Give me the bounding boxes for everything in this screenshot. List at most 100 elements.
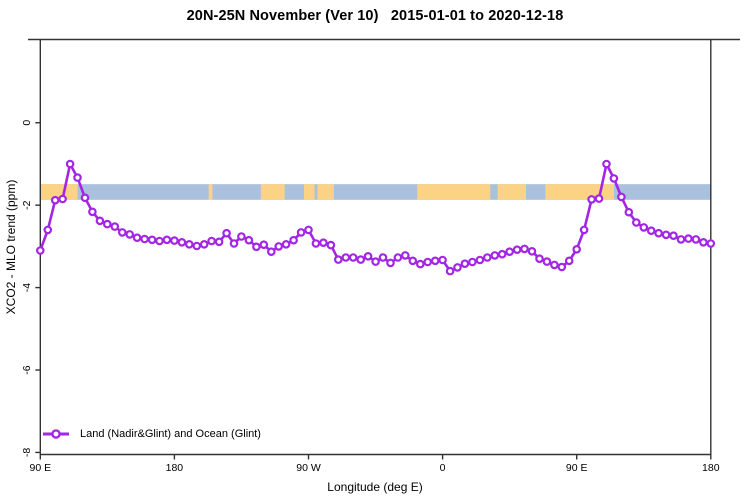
data-point: [58, 194, 67, 204]
data-point: [706, 239, 716, 248]
data-point: [587, 195, 596, 204]
data-point: [185, 240, 194, 249]
y-axis-label: XCO2 - MLO trend (ppm): [4, 179, 18, 315]
data-point: [460, 259, 470, 269]
data-point: [110, 222, 120, 231]
data-point: [602, 159, 611, 169]
data-point: [490, 251, 500, 260]
data-point: [95, 216, 105, 226]
data-point: [274, 242, 284, 251]
x-tick-label: 180: [702, 462, 720, 474]
data-point: [103, 219, 112, 229]
data-point: [162, 235, 172, 245]
data-point: [222, 228, 231, 238]
data-point: [408, 256, 418, 266]
data-point: [341, 253, 351, 262]
data-point: [214, 237, 224, 247]
data-point: [118, 228, 127, 237]
chart-title: 20N-25N November (Ver 10) 2015-01-01 to …: [186, 8, 564, 24]
land-band-segment: [545, 184, 614, 200]
land-band-segment: [304, 184, 315, 200]
data-point: [50, 195, 60, 205]
data-point: [252, 242, 261, 252]
data-point: [147, 235, 157, 245]
data-point: [527, 247, 537, 256]
data-point: [289, 235, 298, 245]
data-point: [88, 207, 97, 217]
data-point: [415, 259, 425, 269]
land-band-segment: [497, 184, 527, 200]
data-point: [170, 236, 179, 245]
data-point: [125, 230, 135, 239]
data-point: [542, 257, 552, 266]
legend: Land (Nadir&Glint) and Ocean (Glint): [42, 428, 261, 440]
land-band-segment: [317, 184, 334, 200]
legend-key-icon: [43, 429, 69, 439]
x-tick-label: 0: [440, 462, 446, 474]
data-point: [296, 228, 306, 237]
ocean-band: [40, 184, 711, 200]
data-point: [557, 262, 567, 272]
data-point: [348, 253, 358, 262]
data-point: [505, 247, 514, 257]
data-point: [624, 207, 634, 217]
data-point: [199, 240, 209, 249]
data-point: [639, 223, 649, 232]
data-point: [155, 236, 164, 246]
data-point: [319, 238, 328, 248]
data-point: [244, 235, 254, 245]
data-point: [669, 231, 678, 241]
data-point: [631, 218, 641, 227]
data-point: [371, 257, 380, 266]
x-tick-label: 90 W: [296, 462, 321, 474]
data-point: [65, 159, 75, 169]
data-point: [363, 251, 373, 261]
land-band-segment: [208, 184, 213, 200]
data-point: [393, 253, 403, 262]
data-point: [281, 240, 291, 249]
data-point: [676, 235, 686, 244]
data-point: [520, 244, 529, 254]
data-point: [609, 174, 619, 183]
data-point: [468, 257, 477, 267]
data-point: [43, 225, 53, 235]
data-point: [423, 257, 433, 267]
data-point: [684, 234, 693, 243]
data-point: [617, 192, 626, 202]
x-axis-label: Longitude (deg E): [327, 480, 423, 494]
data-point: [438, 255, 447, 265]
data-point: [237, 232, 246, 241]
data-point: [259, 240, 269, 250]
data-point: [311, 239, 321, 248]
data-point: [445, 266, 455, 276]
data-point: [691, 235, 701, 244]
y-tick-label: -4: [21, 283, 33, 292]
data-point: [661, 230, 671, 240]
data-point: [400, 251, 410, 260]
land-band-segment: [260, 184, 285, 200]
data-point: [579, 225, 589, 235]
data-point: [35, 246, 45, 255]
data-point: [378, 253, 388, 262]
data-point: [229, 239, 239, 248]
y-tick-label: -6: [21, 365, 33, 374]
data-point: [594, 194, 604, 203]
data-point: [564, 256, 574, 266]
data-point: [266, 247, 276, 257]
data-point: [430, 256, 440, 266]
data-point: [333, 255, 343, 264]
y-tick-label: 0: [21, 120, 33, 126]
data-point: [512, 245, 522, 255]
data-point: [80, 193, 90, 203]
data-point: [326, 240, 336, 250]
data-point: [550, 260, 559, 270]
data-point: [207, 236, 216, 246]
land-band-segment: [417, 184, 491, 200]
data-point: [646, 226, 656, 236]
data-point: [177, 238, 187, 247]
data-point: [572, 245, 582, 254]
data-point: [132, 233, 142, 243]
y-tick-label: -2: [21, 200, 33, 209]
